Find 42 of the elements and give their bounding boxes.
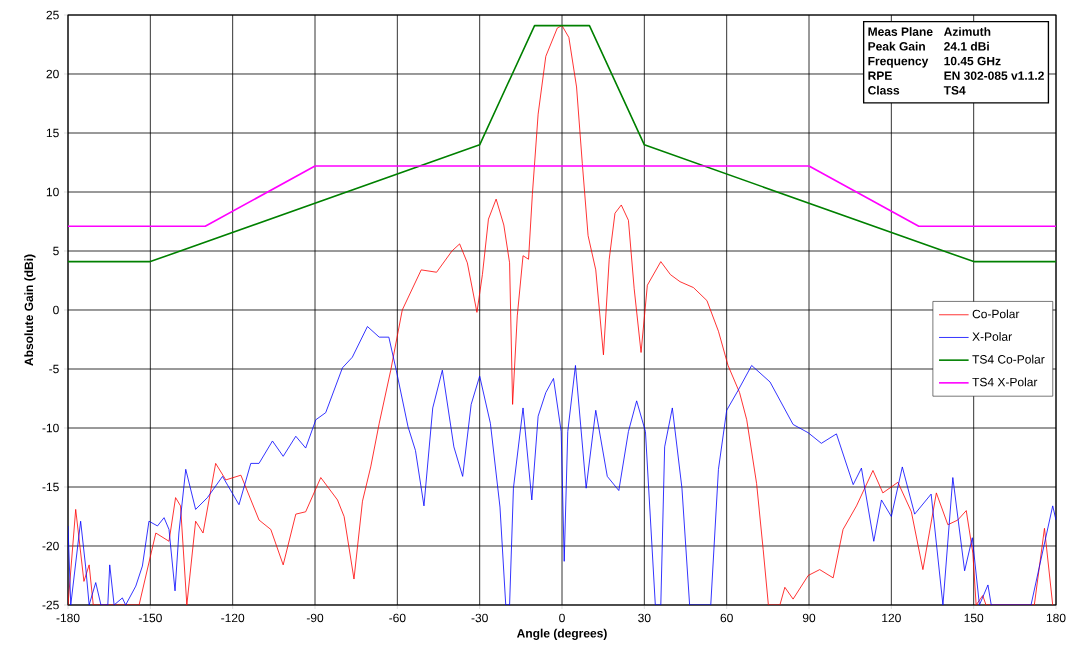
x-tick-label: 60 (720, 613, 733, 623)
annotation: RPE (868, 71, 892, 80)
annotation: Peak Gain (868, 41, 925, 51)
y-tick-label: -5 (49, 364, 59, 374)
annotation: Frequency (868, 56, 929, 68)
annotation: Meas Plane (868, 27, 933, 36)
x-tick-label: 150 (964, 613, 984, 623)
y-tick-label: 25 (46, 10, 59, 20)
legend-label: TS4 X-Polar (972, 377, 1038, 387)
annotation: 24.1 dBi (944, 41, 989, 51)
line-series (68, 25, 1054, 605)
x-tick-label: -180 (56, 613, 80, 623)
y-tick-label: -25 (42, 600, 59, 610)
x-tick-label: 0 (559, 613, 565, 623)
x-axis-title: Angle (degrees) (516, 628, 607, 640)
line-series (68, 326, 1057, 605)
x-tick-label: 30 (638, 613, 651, 623)
annotation: Class (868, 85, 900, 95)
x-tick-label: -90 (306, 613, 324, 623)
y-tick-label: -10 (42, 423, 59, 433)
y-axis-title: Absolute Gain (dBi) (24, 254, 36, 366)
y-tick-label: -15 (42, 482, 59, 492)
x-tick-label: 120 (882, 613, 901, 623)
x-tick-label: -30 (471, 613, 488, 623)
y-tick-label: 10 (46, 187, 59, 197)
y-tick-label: 5 (53, 246, 59, 256)
x-tick-label: -120 (221, 613, 245, 623)
y-tick-label: -20 (42, 541, 59, 551)
x-tick-label: 180 (1046, 613, 1066, 623)
x-tick-label: 90 (802, 613, 816, 623)
legend-label: TS4 Co-Polar (972, 354, 1045, 364)
x-tick-label: -60 (389, 613, 406, 623)
legend-label: X-Polar (972, 332, 1012, 341)
legend-label: Co-Polar (972, 309, 1020, 319)
y-tick-label: 20 (46, 69, 59, 79)
annotation: EN 302-085 v1.1.2 (944, 71, 1044, 80)
y-tick-label: 0 (53, 305, 59, 315)
y-tick-label: 15 (46, 128, 59, 138)
x-tick-label: -150 (138, 613, 162, 623)
annotation: Azimuth (943, 27, 991, 36)
annotation: TS4 (943, 86, 966, 95)
annotation: 10.45 GHz (944, 56, 1001, 66)
